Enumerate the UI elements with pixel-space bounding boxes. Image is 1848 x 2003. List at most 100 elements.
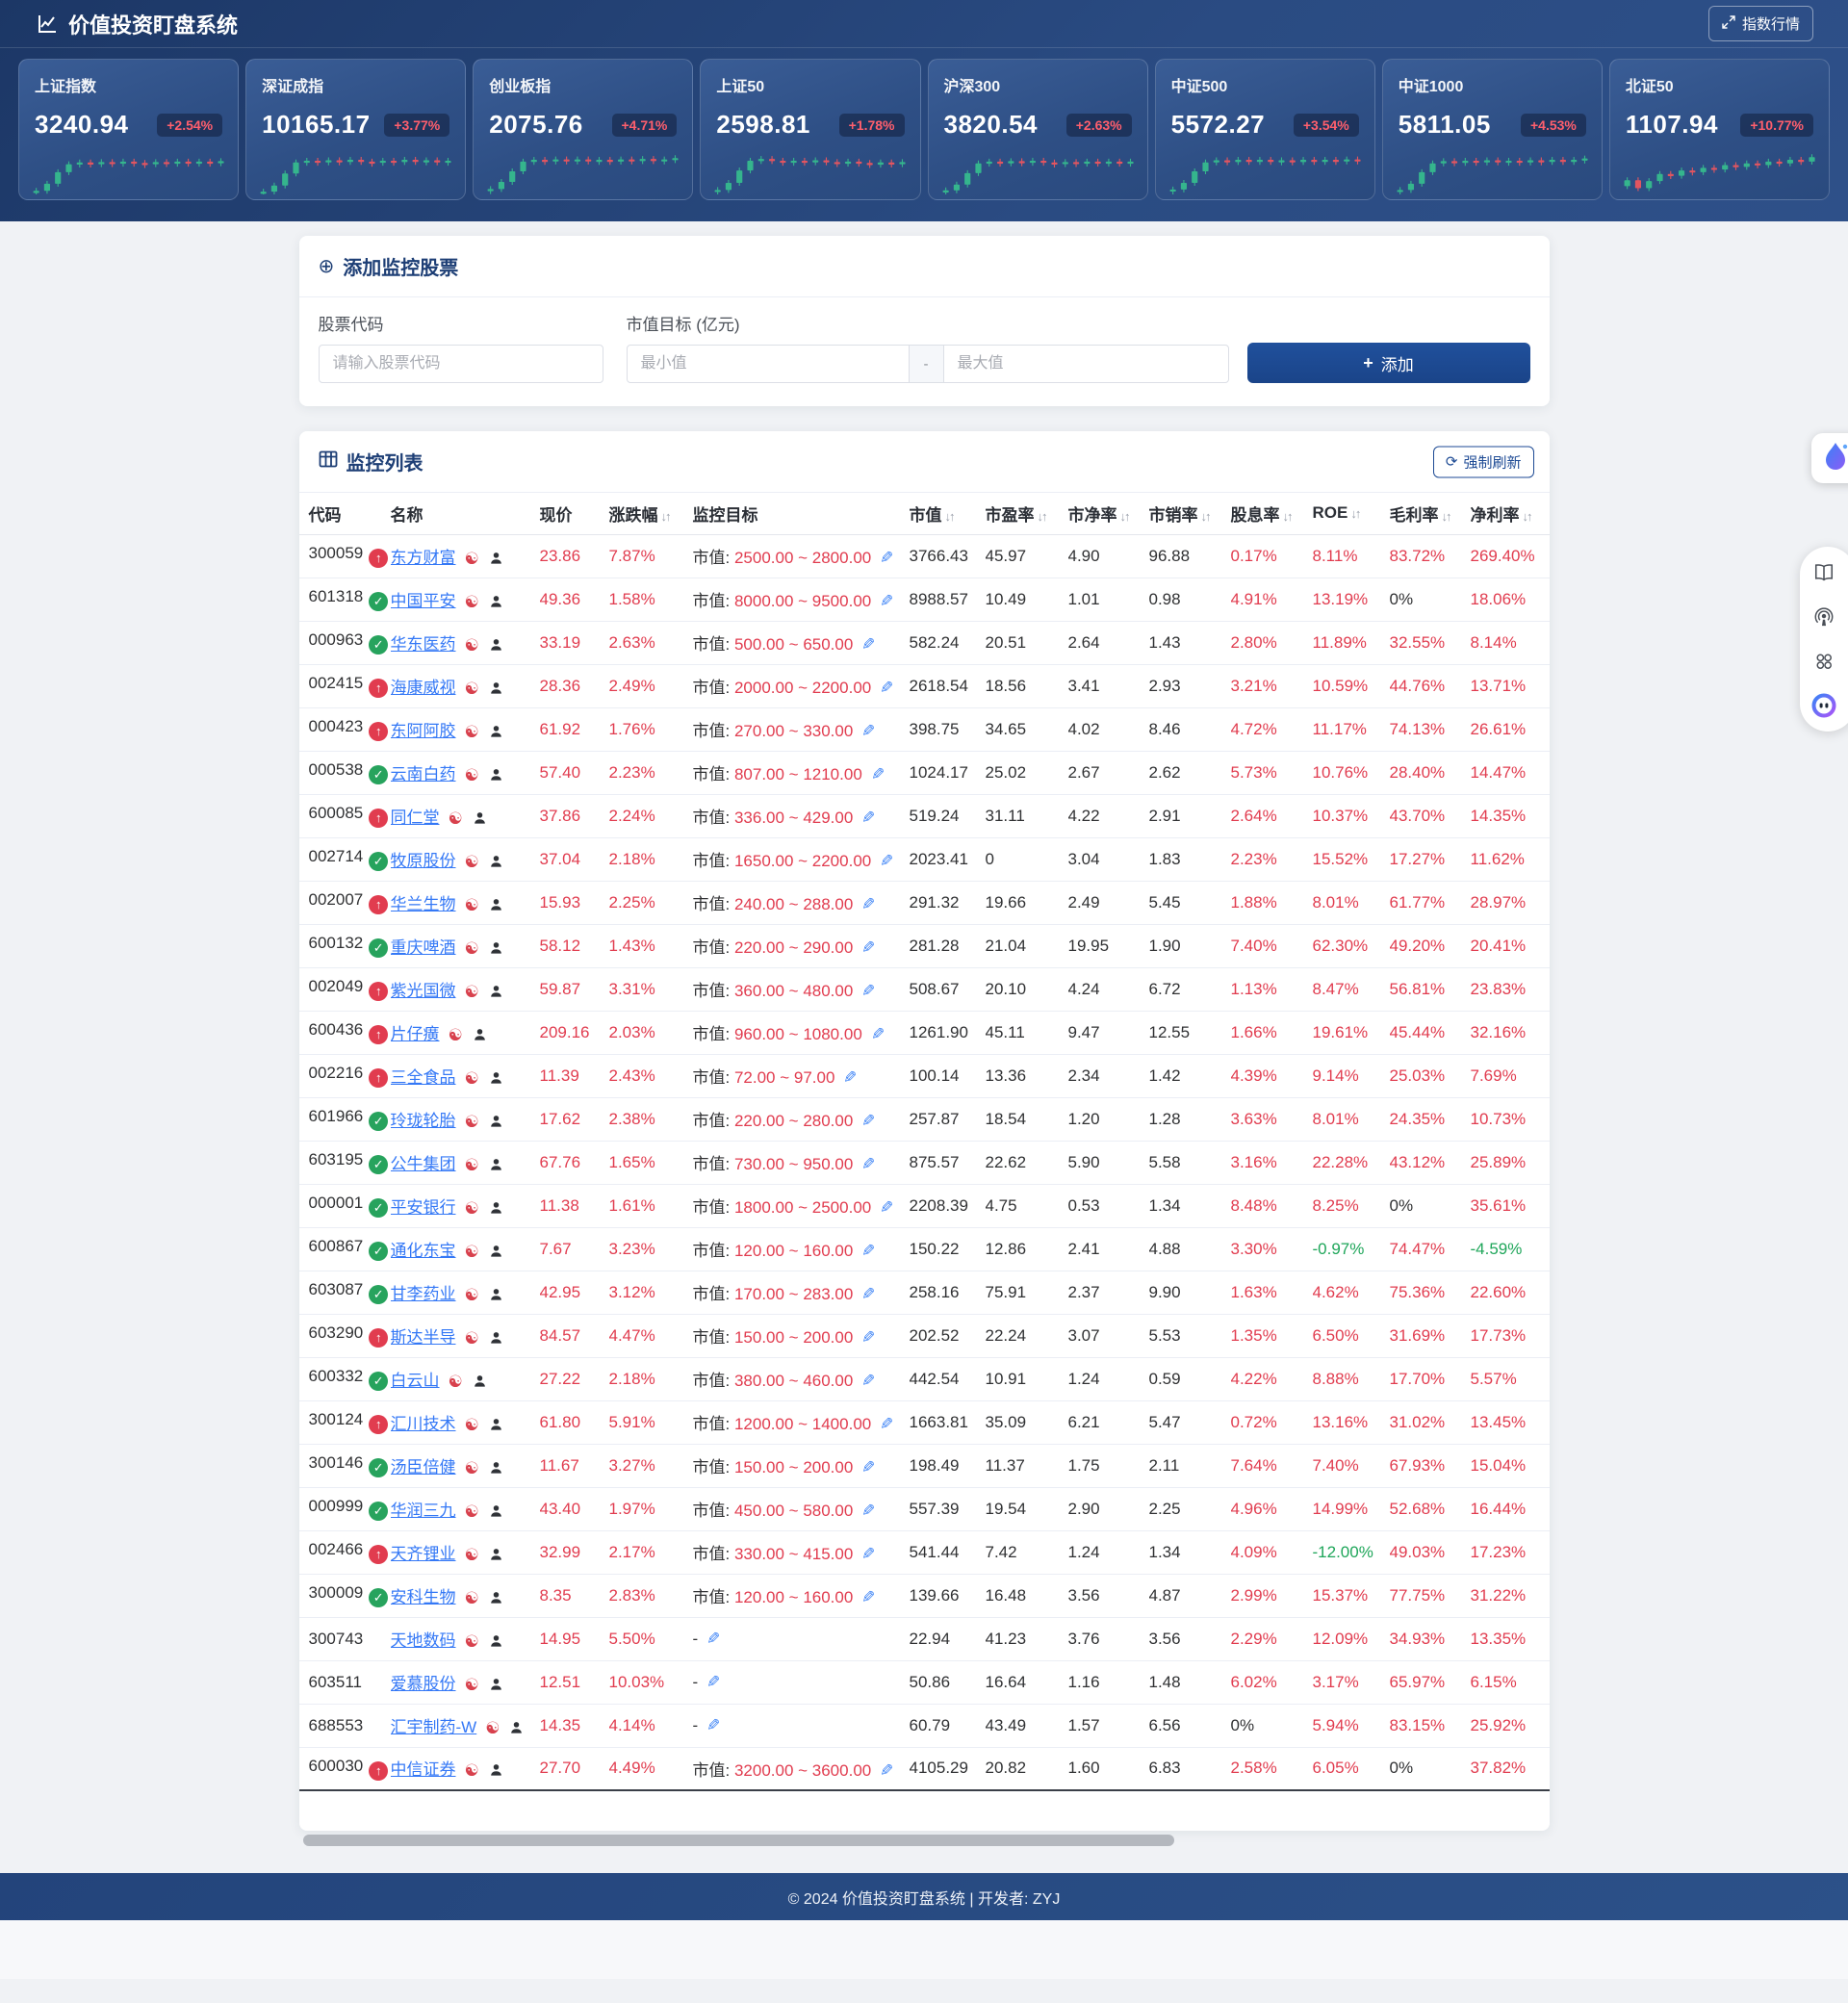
yinyang-icon[interactable]: ☯ <box>464 852 479 871</box>
person-icon[interactable] <box>489 1590 503 1605</box>
person-icon[interactable] <box>489 940 503 956</box>
yinyang-icon[interactable]: ☯ <box>464 722 479 741</box>
sort-arrows-icon[interactable]: ↓↑ <box>944 508 956 524</box>
person-icon[interactable] <box>489 1677 503 1692</box>
edit-target-icon[interactable]: ✎ <box>861 1545 876 1563</box>
person-icon[interactable] <box>489 1244 503 1259</box>
stock-code-input[interactable] <box>318 345 603 383</box>
edit-target-icon[interactable]: ✎ <box>861 1155 876 1173</box>
stock-name-link[interactable]: 紫光国微 <box>390 981 456 1000</box>
stock-name-link[interactable]: 玲珑轮胎 <box>390 1111 456 1130</box>
stock-name-link[interactable]: 平安银行 <box>390 1197 456 1217</box>
stock-name-link[interactable]: 斯达半导 <box>390 1327 456 1347</box>
person-icon[interactable] <box>489 637 503 653</box>
yinyang-icon[interactable]: ☯ <box>464 895 479 914</box>
edit-target-icon[interactable]: ✎ <box>880 592 894 610</box>
person-icon[interactable] <box>489 1330 503 1346</box>
edit-target-icon[interactable]: ✎ <box>880 1415 894 1433</box>
person-icon[interactable] <box>489 594 503 609</box>
edit-target-icon[interactable]: ✎ <box>861 1285 876 1303</box>
yinyang-icon[interactable]: ☯ <box>464 1415 479 1434</box>
edit-target-icon[interactable]: ✎ <box>861 1458 876 1477</box>
stock-name-link[interactable]: 同仁堂 <box>390 808 440 827</box>
edit-target-icon[interactable]: ✎ <box>861 1372 876 1390</box>
edit-target-icon[interactable]: ✎ <box>861 722 876 740</box>
person-icon[interactable] <box>473 1027 487 1042</box>
stock-name-link[interactable]: 重庆啤酒 <box>390 937 456 957</box>
add-button[interactable]: + 添加 <box>1246 343 1530 383</box>
stock-name-link[interactable]: 天地数码 <box>390 1631 456 1650</box>
stock-name-link[interactable]: 天齐锂业 <box>390 1544 456 1563</box>
index-quotes-button[interactable]: 指数行情 <box>1707 6 1813 41</box>
person-icon[interactable] <box>509 1720 524 1735</box>
person-icon[interactable] <box>489 1157 503 1172</box>
yinyang-icon[interactable]: ☯ <box>464 1631 479 1651</box>
person-icon[interactable] <box>489 1114 503 1129</box>
min-value-input[interactable] <box>626 345 910 383</box>
person-icon[interactable] <box>489 1287 503 1302</box>
sort-arrows-icon[interactable]: ↓↑ <box>1441 508 1452 524</box>
stock-name-link[interactable]: 中信证券 <box>390 1760 456 1780</box>
stock-name-link[interactable]: 安科生物 <box>390 1587 456 1606</box>
force-refresh-button[interactable]: ⟳ 强制刷新 <box>1432 446 1534 477</box>
book-button[interactable] <box>1806 554 1842 591</box>
edit-target-icon[interactable]: ✎ <box>870 765 886 783</box>
sort-arrows-icon[interactable]: ↓↑ <box>1037 508 1048 524</box>
person-icon[interactable] <box>489 551 503 566</box>
yinyang-icon[interactable]: ☯ <box>448 1372 463 1391</box>
stock-name-link[interactable]: 甘李药业 <box>390 1284 456 1303</box>
edit-target-icon[interactable]: ✎ <box>861 809 876 827</box>
yinyang-icon[interactable]: ☯ <box>464 592 479 611</box>
person-icon[interactable] <box>489 1070 503 1086</box>
edit-target-icon[interactable]: ✎ <box>861 982 876 1000</box>
yinyang-icon[interactable]: ☯ <box>464 1675 479 1694</box>
horizontal-scrollbar-thumb[interactable] <box>302 1835 1174 1846</box>
yinyang-icon[interactable]: ☯ <box>448 1025 463 1044</box>
person-icon[interactable] <box>489 681 503 696</box>
sort-arrows-icon[interactable]: ↓↑ <box>1119 508 1131 524</box>
column-header-涨跌幅[interactable]: 涨跌幅 ↓↑ <box>608 493 693 535</box>
stock-name-link[interactable]: 华润三九 <box>390 1501 456 1520</box>
stock-name-link[interactable]: 中国平安 <box>390 591 456 610</box>
person-icon[interactable] <box>489 1417 503 1432</box>
edit-target-icon[interactable]: ✎ <box>880 549 894 567</box>
stock-name-link[interactable]: 牧原股份 <box>390 851 456 870</box>
assistant-face-button[interactable] <box>1806 687 1842 724</box>
stock-name-link[interactable]: 片仔癀 <box>390 1024 440 1043</box>
edit-target-icon[interactable]: ✎ <box>880 1760 894 1780</box>
edit-target-icon[interactable]: ✎ <box>861 1502 876 1520</box>
column-header-股息率[interactable]: 股息率 ↓↑ <box>1230 493 1313 535</box>
stock-name-link[interactable]: 汤臣倍健 <box>390 1457 456 1477</box>
edit-target-icon[interactable]: ✎ <box>861 1328 876 1347</box>
yinyang-icon[interactable]: ☯ <box>464 1198 479 1218</box>
max-value-input[interactable] <box>942 345 1229 383</box>
column-header-市值[interactable]: 市值 ↓↑ <box>909 493 986 535</box>
edit-target-icon[interactable]: ✎ <box>880 679 894 697</box>
edit-target-icon[interactable]: ✎ <box>880 1198 894 1217</box>
stock-name-link[interactable]: 通化东宝 <box>390 1241 456 1260</box>
person-icon[interactable] <box>489 854 503 869</box>
person-icon[interactable] <box>489 984 503 999</box>
edit-target-icon[interactable]: ✎ <box>861 635 876 654</box>
yinyang-icon[interactable]: ☯ <box>464 1242 479 1261</box>
yinyang-icon[interactable]: ☯ <box>464 1155 479 1174</box>
yinyang-icon[interactable]: ☯ <box>464 1588 479 1607</box>
stock-name-link[interactable]: 白云山 <box>390 1371 440 1390</box>
person-icon[interactable] <box>489 1503 503 1519</box>
person-icon[interactable] <box>489 767 503 783</box>
yinyang-icon[interactable]: ☯ <box>464 1112 479 1131</box>
yinyang-icon[interactable]: ☯ <box>464 938 479 958</box>
person-icon[interactable] <box>489 1762 503 1778</box>
sort-arrows-icon[interactable]: ↓↑ <box>1522 508 1533 524</box>
yinyang-icon[interactable]: ☯ <box>464 1068 479 1088</box>
sort-arrows-icon[interactable]: ↓↑ <box>1200 508 1212 524</box>
stock-name-link[interactable]: 海康威视 <box>390 678 456 697</box>
stock-name-link[interactable]: 东阿阿胶 <box>390 721 456 740</box>
person-icon[interactable] <box>489 1633 503 1649</box>
edit-target-icon[interactable]: ✎ <box>706 1715 721 1734</box>
person-icon[interactable] <box>473 810 487 826</box>
yinyang-icon[interactable]: ☯ <box>448 809 463 828</box>
yinyang-icon[interactable]: ☯ <box>464 1761 479 1781</box>
edit-target-icon[interactable]: ✎ <box>861 938 876 957</box>
edit-target-icon[interactable]: ✎ <box>861 1112 876 1130</box>
